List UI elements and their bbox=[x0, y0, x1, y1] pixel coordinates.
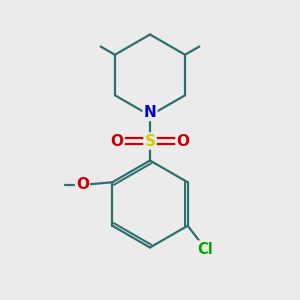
Text: O: O bbox=[110, 134, 124, 148]
Text: Cl: Cl bbox=[198, 242, 213, 256]
Text: O: O bbox=[76, 177, 89, 192]
Text: O: O bbox=[176, 134, 190, 148]
Text: S: S bbox=[145, 134, 155, 148]
Text: N: N bbox=[144, 105, 156, 120]
